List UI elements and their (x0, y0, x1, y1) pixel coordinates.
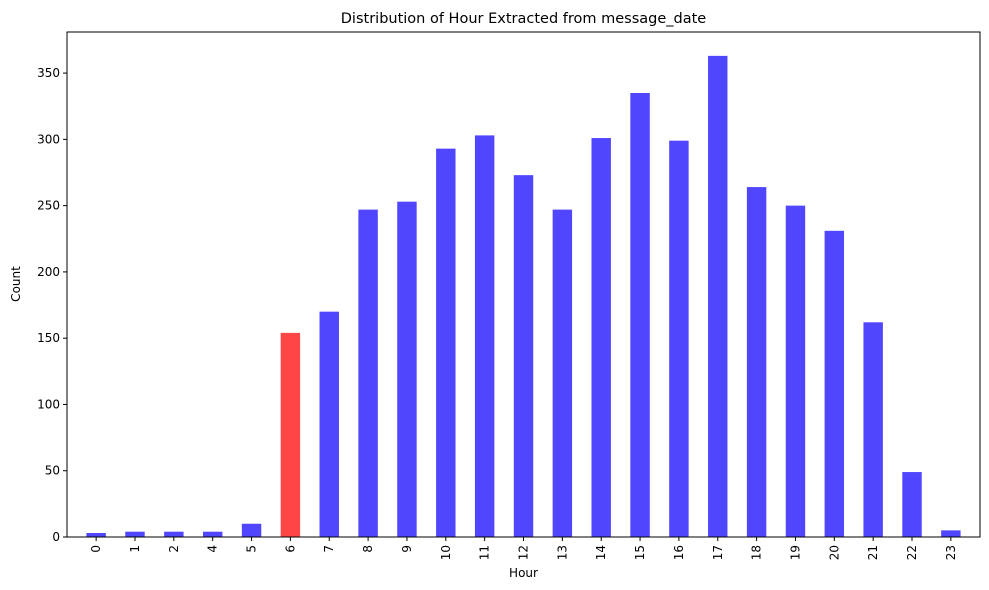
x-axis-label: Hour (509, 566, 538, 580)
x-tick-label: 23 (944, 545, 958, 560)
y-tick-label: 250 (37, 199, 60, 213)
x-tick-label: 22 (905, 545, 919, 560)
x-tick-label: 19 (788, 545, 802, 560)
y-tick-label: 50 (45, 464, 60, 478)
bar-hour-22 (902, 472, 922, 537)
x-tick-label: 9 (400, 545, 414, 553)
bar-hour-7 (319, 311, 339, 537)
bar-hour-9 (397, 201, 417, 537)
bar-hour-18 (746, 187, 767, 537)
bar-hour-5 (241, 523, 262, 537)
y-axis-label: Count (9, 266, 23, 302)
bar-hour-23 (941, 530, 961, 537)
y-axis: 0 50 100 150 200 250 300 350 (37, 66, 67, 544)
x-tick-label: 4 (206, 545, 220, 553)
x-tick-label: 8 (361, 545, 375, 553)
bar-hour-15 (630, 92, 650, 537)
x-tick-label: 5 (245, 545, 259, 553)
bar-hour-4 (202, 531, 223, 537)
x-tick-label: 0 (89, 545, 103, 553)
x-tick-label: 18 (750, 545, 764, 560)
x-tick-label: 10 (439, 545, 453, 560)
bar-hour-19 (785, 205, 806, 537)
x-tick-label: 15 (633, 545, 647, 560)
bar-hour-17 (708, 55, 728, 538)
bar-hour-11 (474, 135, 495, 537)
chart-title: Distribution of Hour Extracted from mess… (341, 11, 707, 27)
bar-hour-2 (164, 531, 184, 537)
bar-hour-12 (513, 175, 534, 537)
x-tick-label: 11 (478, 545, 492, 560)
y-tick-label: 300 (37, 132, 60, 146)
x-tick-label: 14 (594, 545, 608, 560)
x-tick-label: 7 (322, 545, 336, 553)
y-tick-label: 200 (37, 265, 60, 279)
x-tick-label: 1 (128, 545, 142, 553)
bar-hour-1 (125, 531, 145, 537)
x-tick-label: 17 (711, 545, 725, 560)
x-tick-label: 20 (827, 545, 841, 560)
y-tick-label: 100 (37, 397, 60, 411)
x-axis: 0 1 2 4 5 6 7 8 9 10 11 12 13 14 15 16 17 18 19 20 21 22 23 (89, 537, 958, 560)
bar-hour-8 (358, 209, 378, 538)
bar-hour-21 (863, 322, 883, 537)
y-tick-label: 350 (37, 66, 60, 80)
bar-hour-0 (86, 533, 106, 537)
bar-hour-14 (591, 138, 611, 538)
y-tick-label: 0 (52, 530, 60, 544)
plot-frame (66, 31, 981, 538)
bar-hour-20 (824, 230, 845, 537)
x-tick-label: 16 (672, 545, 686, 560)
bars-group (86, 55, 961, 538)
bar-hour-16 (669, 140, 689, 537)
bar-hour-6 (280, 332, 301, 537)
x-tick-label: 12 (517, 545, 531, 560)
bar-hour-10 (436, 148, 456, 537)
bar-hour-13 (552, 209, 573, 538)
x-tick-label: 6 (283, 545, 297, 553)
y-tick-label: 150 (37, 331, 60, 345)
x-tick-label: 2 (167, 545, 181, 553)
x-tick-label: 13 (555, 545, 569, 560)
x-tick-label: 21 (866, 545, 880, 560)
